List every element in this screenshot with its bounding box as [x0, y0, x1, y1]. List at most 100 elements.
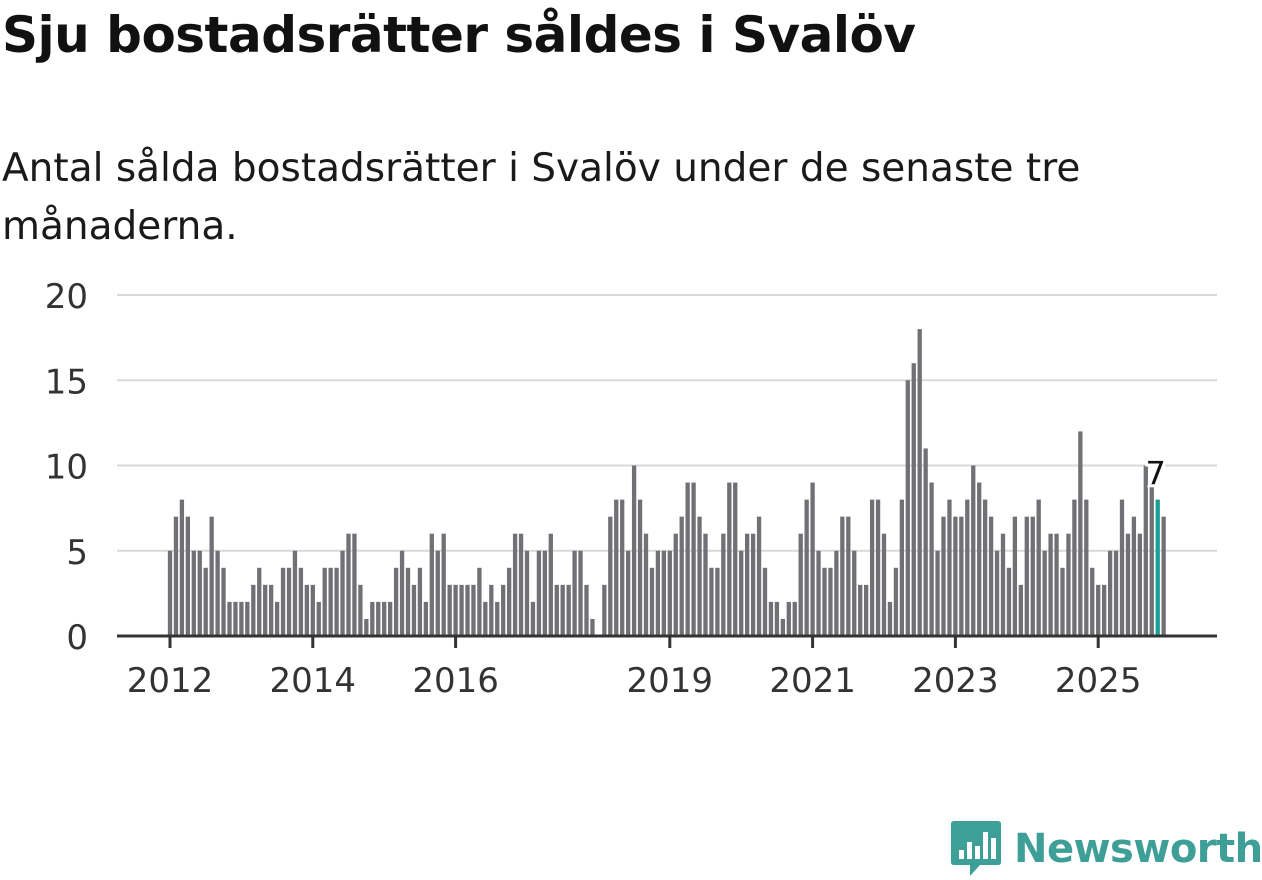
bar	[869, 499, 875, 636]
y-tick-label: 10	[45, 448, 88, 488]
bar	[524, 550, 530, 636]
bar	[233, 601, 238, 636]
bar	[483, 601, 488, 636]
bar	[1107, 550, 1113, 636]
bar	[858, 584, 863, 636]
bar	[269, 584, 274, 636]
bar	[411, 584, 417, 636]
bar	[762, 567, 768, 636]
bar	[608, 516, 613, 636]
bar	[376, 601, 381, 636]
bar	[316, 601, 321, 636]
bar	[417, 567, 423, 636]
bar	[1125, 533, 1131, 636]
bar	[465, 584, 470, 636]
x-tick-label: 2021	[769, 661, 856, 701]
bar	[780, 618, 785, 636]
newsworthy-logo-icon	[951, 821, 1001, 876]
bar	[977, 482, 982, 636]
bar	[263, 584, 268, 636]
bar	[560, 584, 565, 636]
bar	[941, 516, 946, 636]
newsworthy-logo[interactable]: Newsworthy	[950, 818, 1262, 880]
bar	[786, 601, 791, 636]
bar	[388, 601, 393, 636]
bar	[304, 584, 309, 636]
bar	[661, 550, 666, 636]
bar	[399, 550, 405, 636]
bar	[905, 380, 910, 636]
bar	[953, 516, 958, 636]
bar	[209, 516, 214, 636]
bar	[715, 567, 720, 636]
y-tick-label: 15	[45, 362, 88, 402]
bar	[756, 516, 762, 636]
bar	[215, 550, 220, 636]
bar	[697, 516, 702, 636]
bar	[310, 584, 315, 636]
bar	[1131, 516, 1137, 636]
bar	[745, 533, 750, 636]
bar	[590, 618, 595, 636]
bar	[512, 533, 518, 636]
bar	[887, 601, 893, 636]
x-tick-label: 2014	[270, 661, 357, 701]
bar	[495, 601, 500, 636]
bar	[197, 550, 202, 636]
bar	[1006, 567, 1012, 636]
bar	[988, 516, 994, 636]
bar	[721, 533, 726, 636]
bar	[251, 584, 256, 636]
newsworthy-logo-text: Newsworthy	[1014, 826, 1262, 872]
bar	[739, 550, 744, 636]
bar	[1036, 499, 1041, 636]
bar	[191, 550, 196, 636]
bar	[917, 329, 922, 636]
bar	[471, 584, 476, 636]
x-tick-label: 2025	[1055, 661, 1142, 701]
bar	[334, 567, 339, 636]
bar	[631, 465, 637, 636]
bar	[626, 550, 631, 636]
bar	[435, 550, 440, 636]
bar	[911, 363, 916, 636]
bar	[441, 533, 446, 636]
bar	[649, 567, 655, 636]
bar	[899, 499, 904, 636]
bar	[822, 567, 827, 636]
bar	[643, 533, 649, 636]
bar	[798, 533, 803, 636]
bar	[1137, 533, 1142, 636]
bar	[393, 567, 399, 636]
bar	[1090, 567, 1095, 636]
bar	[179, 499, 185, 636]
bar	[584, 584, 589, 636]
bar	[274, 601, 280, 636]
bar	[382, 601, 387, 636]
bar	[280, 567, 286, 636]
bar	[1102, 584, 1107, 636]
y-tick-label: 0	[66, 618, 88, 658]
bar	[507, 567, 512, 636]
bar	[727, 482, 732, 636]
x-tick-label: 2019	[627, 661, 714, 701]
bar	[893, 567, 899, 636]
bar	[459, 584, 464, 636]
bar	[340, 550, 345, 636]
x-tick-label: 2023	[912, 661, 999, 701]
bar	[518, 533, 524, 636]
bar	[536, 550, 542, 636]
bar-chart: 0 5 10 15 20 7 2012 2014 2016 2019 2021 2023 2025	[45, 277, 1217, 701]
bar	[673, 533, 678, 636]
bar	[1084, 499, 1089, 636]
bar	[679, 516, 684, 636]
bar	[1030, 516, 1035, 636]
bar	[1078, 431, 1083, 636]
bar	[346, 533, 351, 636]
bar	[750, 533, 756, 636]
bar	[733, 482, 738, 636]
bar	[239, 601, 244, 636]
bar	[530, 601, 536, 636]
bar	[286, 567, 292, 636]
bar	[637, 499, 643, 636]
